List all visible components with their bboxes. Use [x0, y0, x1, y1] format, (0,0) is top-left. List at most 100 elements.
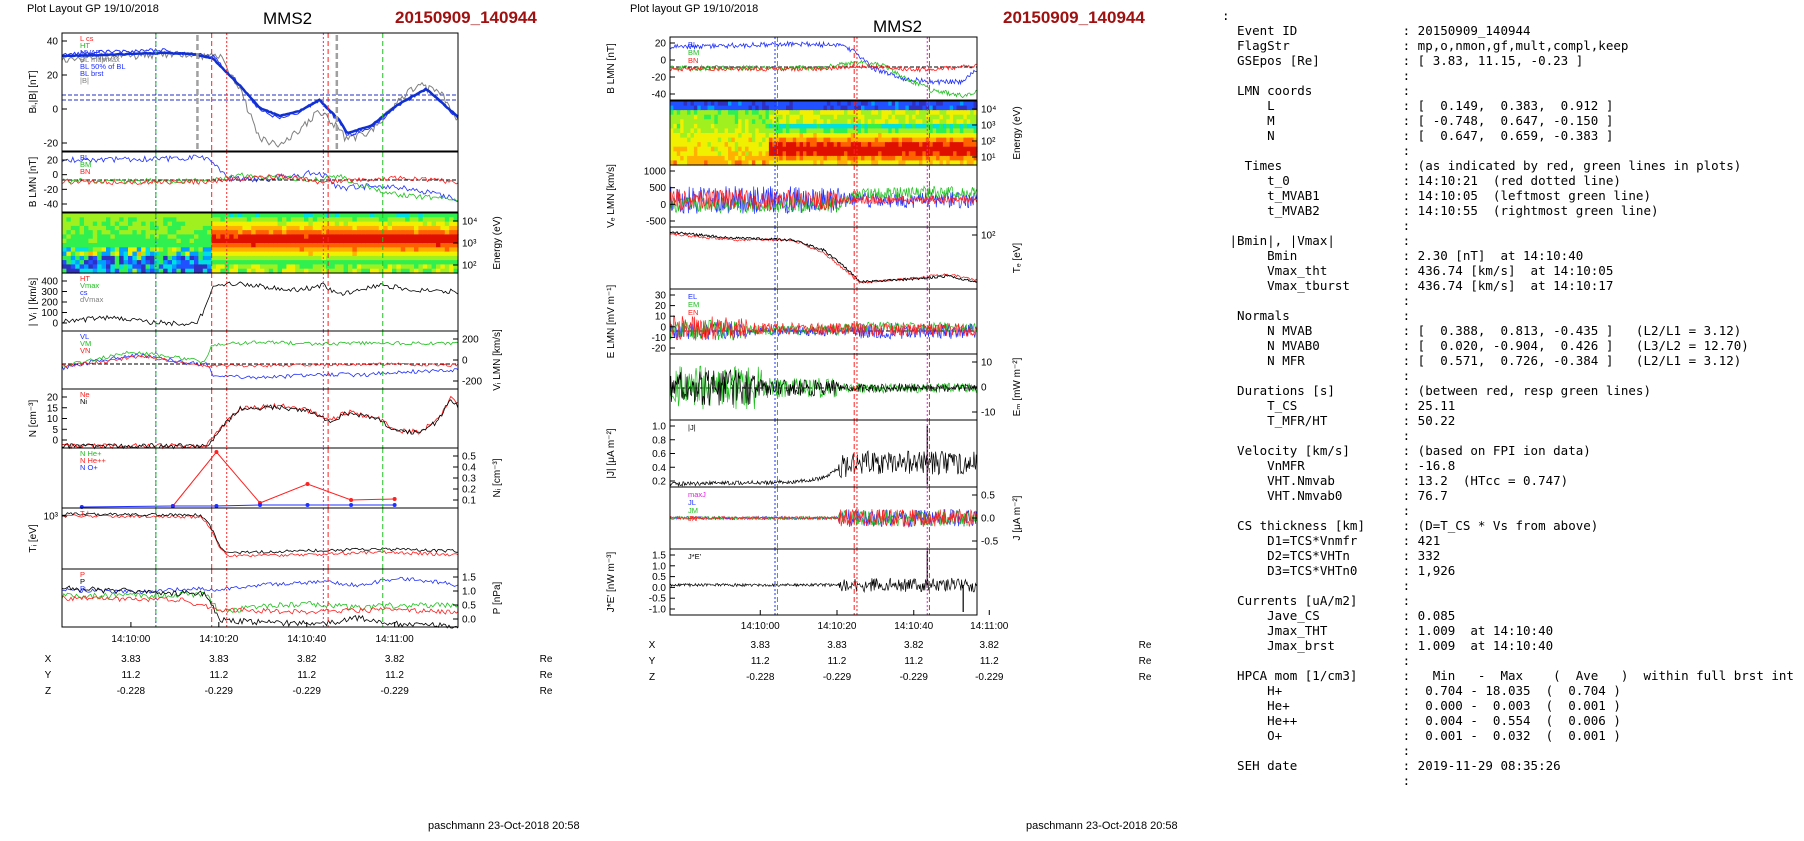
spectrogram-cell: [339, 264, 345, 270]
spectrogram-cell: [114, 221, 120, 227]
spectrogram-cell: [963, 105, 968, 111]
spectrogram-cell: [251, 260, 257, 265]
spectrogram-cell: [207, 221, 213, 227]
spectrogram-cell: [768, 160, 773, 166]
spectrogram-cell: [110, 268, 116, 274]
spectrogram-cell: [919, 160, 923, 166]
spectrogram-cell: [436, 225, 441, 231]
spectrogram-cell: [449, 234, 455, 240]
spectrogram-cell: [440, 213, 446, 218]
legend-entry: BL: [80, 153, 89, 162]
spectrogram-cell: [66, 234, 72, 240]
spectrogram-cell: [704, 119, 709, 125]
y-tick-label-right: 10³: [981, 121, 996, 132]
spectrogram-cell: [680, 155, 685, 162]
spectrogram-cell: [779, 155, 784, 162]
spectrogram-cell: [902, 114, 906, 120]
spectrogram-cell: [414, 221, 419, 227]
spectrogram-cell: [942, 119, 947, 125]
spectrogram-cell: [374, 264, 380, 270]
spectrogram-cell: [172, 217, 177, 223]
spectrogram-cell: [304, 213, 309, 218]
spectrogram-cell: [809, 146, 814, 152]
spectrogram-cell: [953, 151, 958, 157]
spectrogram-cell: [816, 151, 821, 157]
summary-key: [1222, 428, 1403, 443]
spectrogram-cell: [782, 137, 787, 143]
spectrogram-cell: [449, 264, 455, 270]
spectrogram-cell: [973, 119, 978, 125]
spectrogram-cell: [110, 217, 116, 223]
y-tick-label: 20: [47, 71, 59, 82]
spectrogram-cell: [400, 247, 406, 253]
spectrogram-cell: [676, 160, 681, 166]
spectrogram-cell: [387, 217, 393, 223]
spectrogram-cell: [673, 119, 678, 125]
spectrogram-cell: [308, 268, 314, 274]
y-tick-label: 0.4: [652, 463, 666, 474]
spectrogram-cell: [106, 247, 111, 253]
spectrogram-cell: [334, 217, 340, 223]
spectrogram-cell: [176, 255, 182, 261]
spectrogram-cell: [765, 114, 770, 120]
spectrogram-cell: [854, 160, 859, 166]
spectrogram-cell: [119, 243, 125, 248]
spectrogram-cell: [132, 234, 138, 240]
spectrogram-cell: [110, 225, 116, 231]
spectrogram-cell: [755, 119, 760, 125]
spectrogram-cell: [128, 221, 133, 227]
y-tick-label: 0: [660, 322, 666, 333]
data-point: [349, 503, 354, 507]
spectrogram-cell: [414, 243, 419, 248]
spectrogram-cell: [837, 155, 842, 162]
spectrogram-cell: [970, 110, 975, 116]
spectrogram-cell: [163, 238, 169, 244]
spectrogram-cell: [942, 123, 947, 130]
spectrogram-cell: [348, 243, 353, 248]
spectrogram-cell: [330, 213, 336, 218]
spectrogram-cell: [830, 101, 835, 107]
y-tick-label: 100: [41, 308, 58, 319]
spectrogram-cell: [123, 243, 129, 248]
spectrogram-cell: [290, 264, 296, 270]
spectrogram-cell: [823, 105, 828, 111]
spectrogram-cell: [946, 114, 951, 120]
spectrogram-cell: [233, 264, 239, 270]
spectrogram-cell: [707, 133, 712, 139]
spectrogram-cell: [734, 151, 739, 157]
spectrogram-cell: [755, 155, 760, 162]
spectrogram-cell: [731, 123, 736, 130]
spectrogram-cell: [956, 142, 961, 148]
spectrogram-cell: [449, 225, 455, 231]
spectrogram-cell: [902, 123, 906, 130]
spectrogram-cell: [861, 101, 865, 107]
spectrogram-cell: [326, 234, 331, 240]
spectrogram-cell: [123, 213, 129, 218]
spectrogram-cell: [905, 119, 910, 125]
spectrogram-cell: [823, 101, 828, 107]
spectrogram-cell: [114, 230, 120, 235]
spectrogram-cell: [418, 260, 424, 265]
spectrogram-cell: [361, 243, 367, 248]
spectrogram-cell: [888, 123, 893, 130]
spectrogram-cell: [422, 225, 428, 231]
spectrogram-cell: [905, 146, 910, 152]
spectrogram-cell: [282, 251, 287, 257]
spectrogram-cell: [762, 151, 767, 157]
summary-value: : [ 0.020, -0.904, 0.426 ] (L3/L2 = 12.7…: [1402, 338, 1749, 353]
spectrogram-cell: [365, 251, 371, 257]
spectrogram-cell: [418, 238, 424, 244]
spectrogram-cell: [378, 213, 384, 218]
spectrogram-cell: [436, 255, 441, 261]
spectrogram-cell: [796, 128, 801, 134]
spectrogram-cell: [861, 137, 865, 143]
spectrogram-cell: [850, 105, 855, 111]
spectrogram-cell: [114, 251, 120, 257]
legend-entry: N He++: [80, 456, 106, 465]
spectrogram-cell: [670, 142, 674, 148]
spectrogram-cell: [867, 128, 872, 134]
spectrogram-cell: [119, 213, 125, 218]
spectrogram-cell: [973, 110, 978, 116]
spectrogram-cell: [238, 221, 243, 227]
spectrogram-cell: [803, 155, 807, 162]
